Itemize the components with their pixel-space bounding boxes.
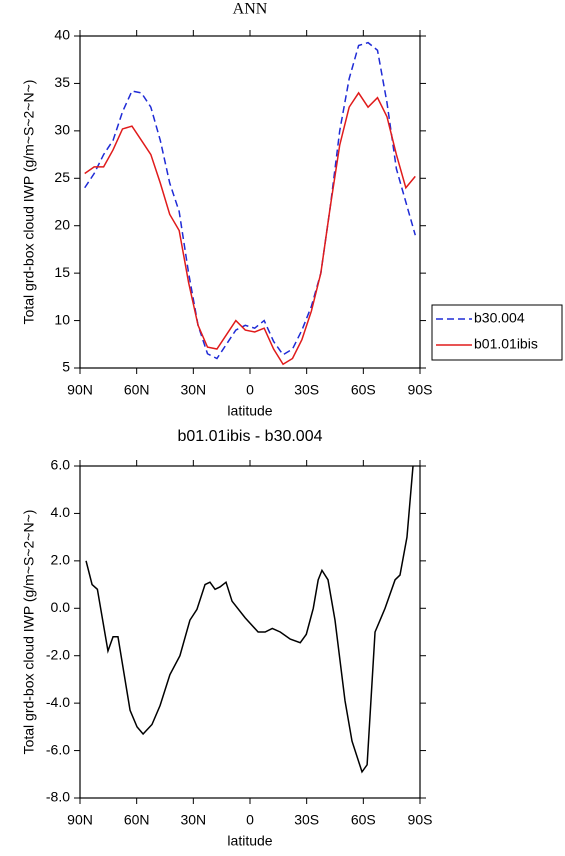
y-axis-label: Total grd-box cloud IWP (g/m~S~2~N~) — [21, 510, 37, 755]
x-tick-label: 0 — [246, 382, 254, 398]
y-tick-label: -4.0 — [46, 694, 70, 710]
y-tick-label: 25 — [54, 169, 70, 185]
chart-title: ANN — [233, 1, 268, 18]
x-tick-label: 30S — [294, 812, 319, 828]
y-tick-label: 40 — [54, 27, 70, 43]
y-tick-label: 35 — [54, 74, 70, 90]
data-line — [85, 465, 414, 774]
chart-title: b01.01ibis - b30.004 — [178, 428, 323, 445]
x-axis-label: latitude — [227, 403, 272, 419]
y-tick-label: 4.0 — [51, 504, 71, 520]
x-axis-label: latitude — [227, 833, 272, 849]
x-tick-label: 60S — [351, 382, 376, 398]
x-tick-label: 90N — [67, 382, 93, 398]
y-axis-label: Total grd-box cloud IWP (g/m~S~2~N~) — [21, 80, 37, 325]
plot-frame — [79, 465, 421, 799]
x-tick-label: 30S — [294, 382, 319, 398]
legend: b30.004 b01.01ibis — [431, 304, 563, 361]
x-tick-label: 0 — [246, 812, 254, 828]
legend-label: b30.004 — [474, 310, 525, 326]
data-line — [84, 91, 416, 366]
y-tick-label: 15 — [54, 264, 70, 280]
y-tick-label: 2.0 — [51, 552, 71, 568]
y-tick-label: -8.0 — [46, 789, 70, 805]
x-tick-label: 60S — [351, 812, 376, 828]
plot-frame — [79, 35, 421, 369]
x-tick-label: 60N — [124, 812, 150, 828]
x-tick-label: 30N — [180, 812, 206, 828]
y-tick-label: -6.0 — [46, 741, 70, 757]
x-tick-label: 90N — [67, 812, 93, 828]
y-tick-label: 20 — [54, 216, 70, 232]
x-tick-label: 60N — [124, 382, 150, 398]
legend-label: b01.01ibis — [474, 336, 538, 352]
y-tick-label: 0.0 — [51, 599, 71, 615]
y-tick-label: 6.0 — [51, 457, 71, 473]
x-tick-label: 30N — [180, 382, 206, 398]
x-tick-label: 90S — [408, 812, 433, 828]
y-tick-label: 30 — [54, 122, 70, 138]
legend-box — [431, 304, 563, 361]
y-tick-label: 10 — [54, 311, 70, 327]
y-tick-label: -2.0 — [46, 646, 70, 662]
data-line — [84, 41, 417, 360]
x-tick-label: 90S — [408, 382, 433, 398]
y-tick-label: 5 — [62, 359, 70, 375]
